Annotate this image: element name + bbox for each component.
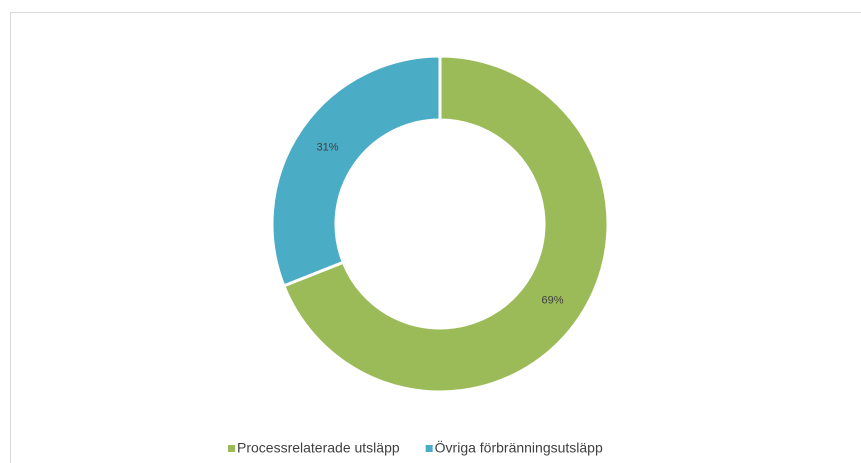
donut-slice [270,54,442,288]
legend-swatch [228,445,235,452]
legend-label: Övriga förbränningsutsläpp [435,439,603,456]
legend-label: Processrelaterade utsläpp [237,440,400,456]
data-label: 31% [317,141,339,153]
donut-slice [281,54,610,394]
legend-swatch [425,445,433,452]
data-label: 69% [541,294,563,306]
